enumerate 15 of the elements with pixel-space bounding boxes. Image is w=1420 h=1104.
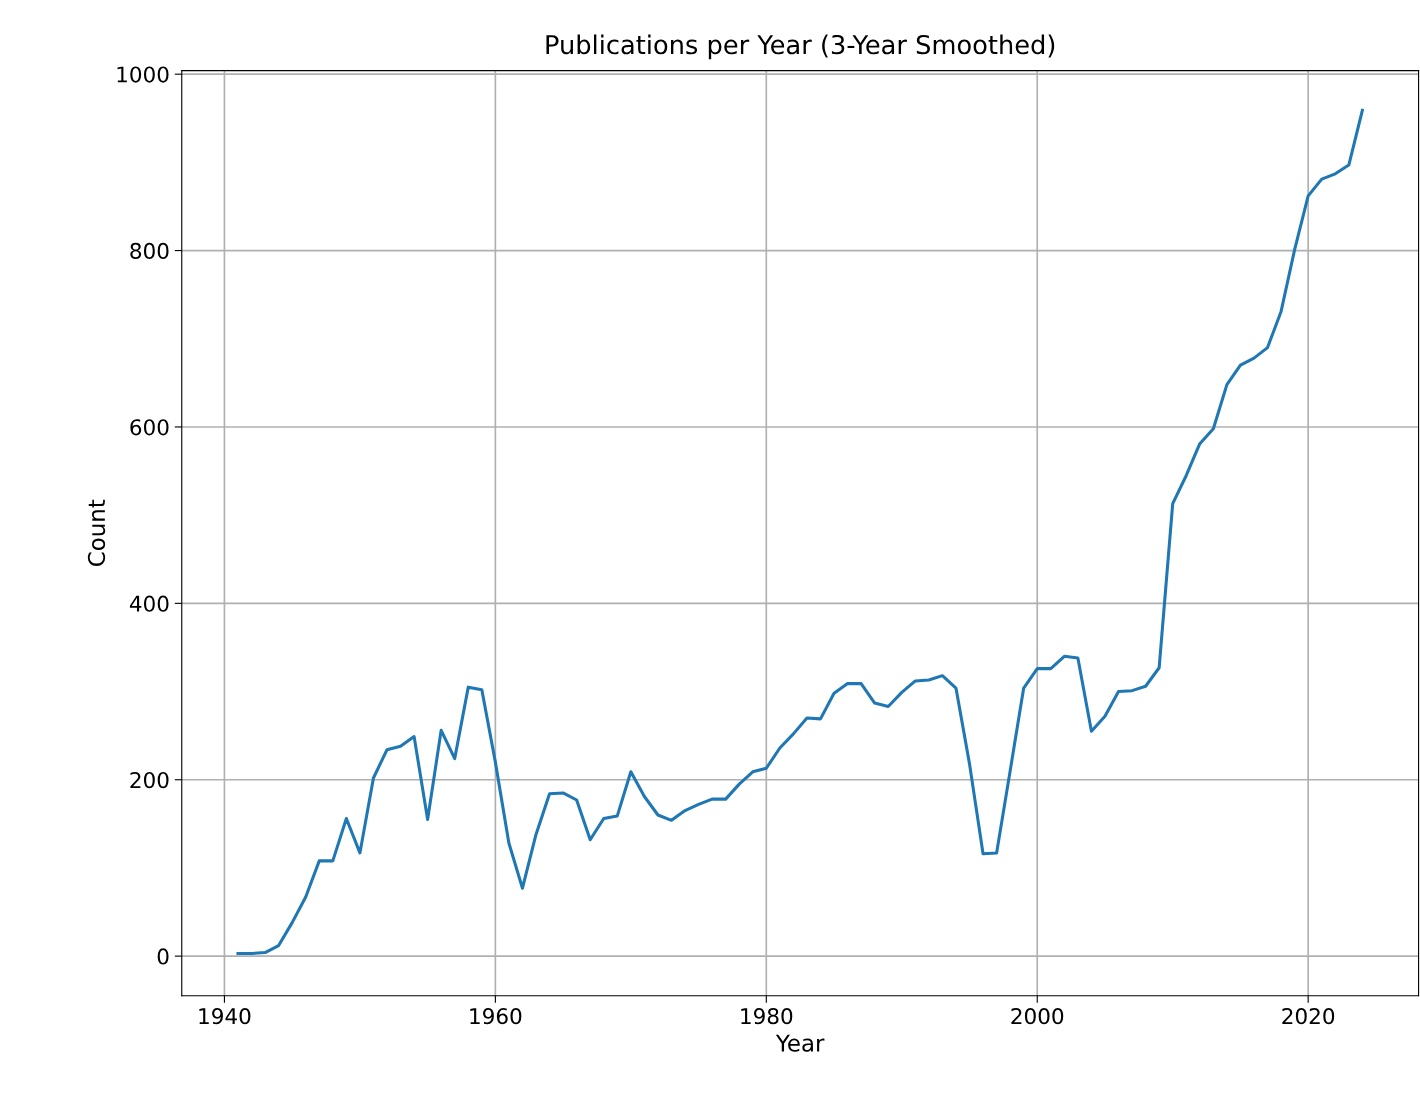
chart-title: Publications per Year (3-Year Smoothed)	[546, 34, 1055, 60]
y-axis-title: Count	[87, 499, 106, 566]
x-tick-label: 2020	[1282, 1007, 1335, 1025]
line-series	[236, 108, 1364, 956]
x-tick-label: 1940	[199, 1007, 251, 1025]
y-tick-label: 200	[130, 771, 169, 789]
y-tick-label: 600	[130, 419, 169, 436]
x-axis-title: Year	[775, 1034, 825, 1052]
x-tick-label: 1960	[470, 1007, 522, 1025]
y-tick-label: 400	[129, 595, 169, 612]
y-tick-label: 0	[157, 948, 169, 965]
x-tick-label: 1980	[741, 1007, 793, 1025]
y-tick-label: 1000	[117, 66, 169, 83]
y-tick-label: 800	[130, 242, 169, 260]
x-tick-label: 2000	[1011, 1007, 1064, 1025]
